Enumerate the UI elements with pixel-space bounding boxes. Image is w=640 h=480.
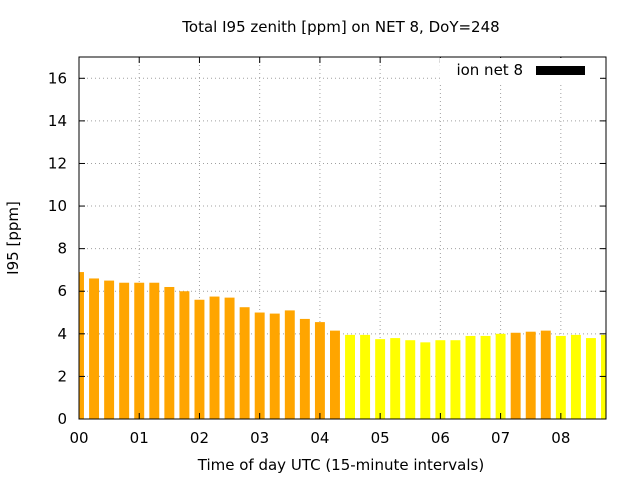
bar (224, 297, 235, 419)
bar (405, 340, 416, 419)
x-tick-label: 08 (551, 429, 570, 447)
x-tick-label: 03 (250, 429, 269, 447)
y-tick-label: 14 (48, 112, 67, 130)
bar (420, 342, 431, 419)
chart-title: Total I95 zenith [ppm] on NET 8, DoY=248 (181, 18, 499, 36)
x-tick-label: 06 (431, 429, 450, 447)
bars (79, 272, 606, 419)
bar (239, 307, 250, 419)
x-axis: 00 01 02 03 04 05 06 07 08 (69, 57, 570, 447)
bar (134, 282, 145, 419)
y-axis: 0 2 4 6 8 10 12 14 16 (48, 69, 606, 428)
y-tick-label: 10 (48, 197, 67, 215)
legend: ion net 8 (440, 58, 600, 82)
bar (540, 330, 551, 419)
bar (149, 282, 160, 419)
bar (164, 286, 175, 419)
bar (585, 338, 596, 419)
x-tick-label: 04 (310, 429, 329, 447)
bar (269, 313, 280, 419)
y-tick-label: 6 (57, 282, 67, 300)
bar (510, 332, 521, 419)
x-tick-label: 07 (491, 429, 510, 447)
y-tick-label: 12 (48, 154, 67, 172)
x-tick-label: 00 (69, 429, 88, 447)
bar (601, 334, 606, 419)
x-axis-label: Time of day UTC (15-minute intervals) (197, 456, 484, 474)
y-tick-label: 0 (57, 410, 67, 428)
bar (194, 299, 205, 419)
bar (480, 335, 491, 419)
bar (284, 310, 295, 419)
bar (555, 335, 566, 419)
bar (525, 331, 536, 419)
bar (330, 330, 340, 419)
bar (360, 334, 371, 419)
x-tick-label: 01 (130, 429, 149, 447)
y-axis-label: I95 [ppm] (4, 201, 22, 275)
y-tick-label: 2 (57, 367, 67, 385)
y-tick-label: 4 (57, 325, 67, 343)
bar (299, 318, 310, 419)
legend-label: ion net 8 (456, 61, 523, 79)
legend-swatch (536, 66, 585, 75)
bar (450, 340, 461, 419)
bar (89, 278, 100, 419)
plot-frame (78, 56, 607, 420)
grid (79, 57, 606, 419)
bar (79, 272, 84, 419)
x-tick-label: 05 (371, 429, 390, 447)
bar (179, 291, 190, 419)
bar (390, 338, 401, 419)
bar (314, 322, 325, 419)
y-tick-label: 16 (48, 69, 67, 87)
bar (345, 334, 355, 419)
bar (495, 333, 506, 419)
bar (435, 340, 446, 419)
x-tick-label: 02 (190, 429, 209, 447)
bar (119, 282, 130, 419)
bar (209, 296, 220, 419)
bar (375, 339, 386, 419)
bar (104, 280, 115, 419)
bar (465, 335, 476, 419)
bar (570, 334, 581, 419)
y-tick-label: 8 (57, 240, 67, 258)
bar (254, 312, 265, 419)
